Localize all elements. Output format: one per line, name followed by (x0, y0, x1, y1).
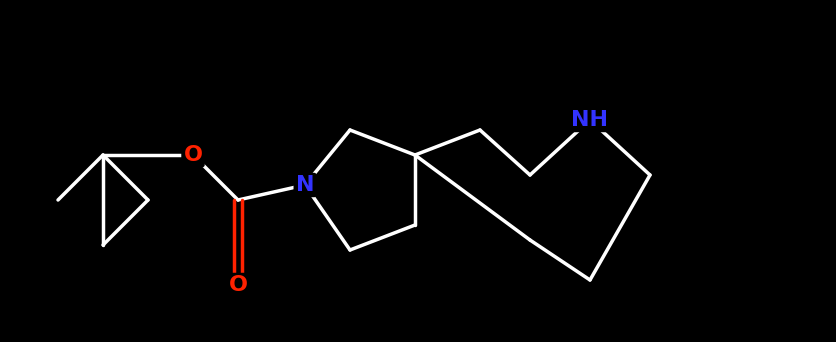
Text: O: O (228, 275, 247, 295)
Text: O: O (183, 145, 202, 165)
Text: NH: NH (571, 110, 608, 130)
Text: N: N (295, 175, 314, 195)
